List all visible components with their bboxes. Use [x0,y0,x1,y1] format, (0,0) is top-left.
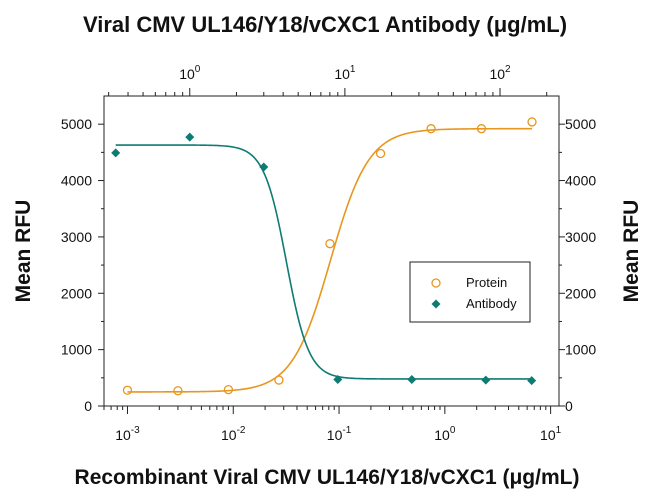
top-tick-label: 102 [489,64,511,82]
bottom-tick-label: 10-1 [327,425,352,443]
data-points [111,117,537,396]
right-axis: 0 1000 2000 3000 4000 5000 [559,116,596,414]
legend-marker-protein [431,278,441,288]
legend-box [409,261,531,323]
left-tick-label: 5000 [61,116,92,132]
data-point-antibody [481,375,491,385]
y-axis-label-right: Mean RFU [620,200,643,303]
bottom-tick-label: 101 [540,425,562,443]
data-point-protein [173,386,183,396]
bottom-axis: 10-3 10-2 10-1 100 101 [103,406,562,443]
bottom-tick-label: 10-3 [115,425,140,443]
top-tick-label: 101 [334,64,356,82]
fit-curve-antibody [115,144,532,380]
plot-frame [103,95,560,407]
data-point-protein [426,124,436,134]
left-tick-label: 3000 [61,229,92,245]
data-point-protein [223,385,234,395]
chart-title: Viral CMV UL146/Y18/vCXC1 Antibody (μg/m… [83,12,567,37]
legend-label-antibody: Antibody [466,296,517,311]
data-point-antibody [111,148,121,158]
data-point-antibody [407,375,417,385]
data-point-antibody [333,375,343,385]
data-point-protein [325,239,335,249]
data-point-antibody [259,162,269,172]
top-tick-label: 100 [179,64,201,82]
data-point-antibody [185,132,195,142]
legend: Protein Antibody [409,261,531,323]
right-tick-label: 2000 [565,285,596,301]
left-axis: 0 1000 2000 3000 4000 5000 [61,116,104,414]
data-point-protein [527,117,537,127]
x-axis-label: Recombinant Viral CMV UL146/Y18/vCXC1 (μ… [75,466,580,489]
y-axis-label-left: Mean RFU [12,200,35,303]
data-point-antibody [527,376,537,386]
left-tick-label: 1000 [61,342,92,358]
right-tick-label: 1000 [565,342,596,358]
right-tick-label: 4000 [565,173,596,189]
legend-label-protein: Protein [466,275,507,290]
bottom-tick-label: 100 [434,425,456,443]
left-tick-label: 0 [84,398,92,414]
bottom-tick-label: 10-2 [221,425,246,443]
data-point-protein [274,375,284,385]
data-point-protein [476,124,487,134]
right-tick-label: 5000 [565,116,596,132]
top-axis: 100 101 102 [108,64,548,96]
legend-marker-antibody [431,299,441,309]
fit-curve-protein [127,127,533,393]
fit-curves [115,127,533,393]
data-point-protein [122,385,133,395]
right-tick-label: 3000 [565,229,596,245]
left-tick-label: 4000 [61,173,92,189]
left-tick-label: 2000 [61,285,92,301]
right-tick-label: 0 [565,398,573,414]
data-point-protein [375,148,386,159]
